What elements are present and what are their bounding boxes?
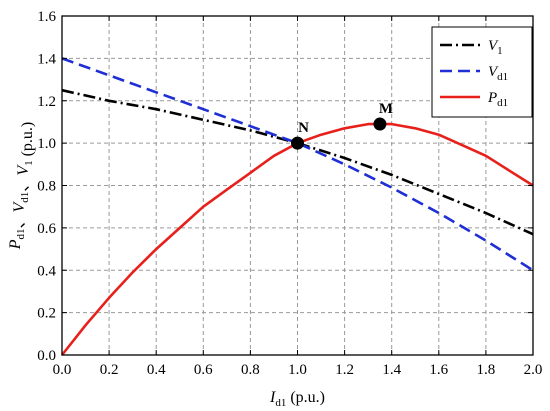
y-tick-label: 0.2 [37,306,56,322]
legend-label-1: Vd1 [488,64,508,83]
x-tick-label: 1.8 [477,362,496,378]
y-axis-label: Pd1、Vd1、V1 (p.u.) [7,122,36,251]
x-tick-label: 2.0 [524,362,543,378]
y-tick-label: 0.4 [37,263,56,279]
x-tick-label: 0.6 [194,362,213,378]
legend: V1 Vd1 Pd1 [431,26,533,118]
y-tick-label: 0.8 [37,179,56,195]
legend-label-0: V1 [488,38,503,57]
point-marker-m [373,117,387,131]
y-tick-label: 1.6 [37,9,56,25]
series-layer [60,57,534,356]
x-tick-label: 1.0 [288,362,307,378]
point-label-m: M [379,101,393,117]
legend-label-2: Pd1 [487,90,508,109]
point-label-n: N [298,120,309,136]
x-axis-label: Id1 (p.u.) [269,389,325,409]
axis-ticks: 0.0 0.2 0.4 0.6 0.8 1.0 1.2 1.4 1.6 1.8 2.0 0.0 0.2 0… [37,9,542,378]
x-tick-label: 1.4 [382,362,401,378]
x-tick-label: 0.8 [241,362,260,378]
x-tick-label: 0.4 [147,362,166,378]
y-tick-label: 1.0 [37,136,56,152]
point-marker-n [291,136,304,150]
marked-points: NM [291,101,393,150]
x-tick-label: 0.0 [53,362,72,378]
y-tick-label: 0.6 [37,221,56,237]
x-tick-label: 0.2 [100,362,119,378]
series-line-2 [60,122,534,356]
y-tick-label: 1.2 [37,94,56,110]
y-tick-label: 1.4 [37,51,56,67]
y-tick-label: 0.0 [37,348,56,364]
x-tick-label: 1.2 [335,362,354,378]
x-tick-label: 1.6 [429,362,448,378]
series-line-1 [61,57,534,272]
